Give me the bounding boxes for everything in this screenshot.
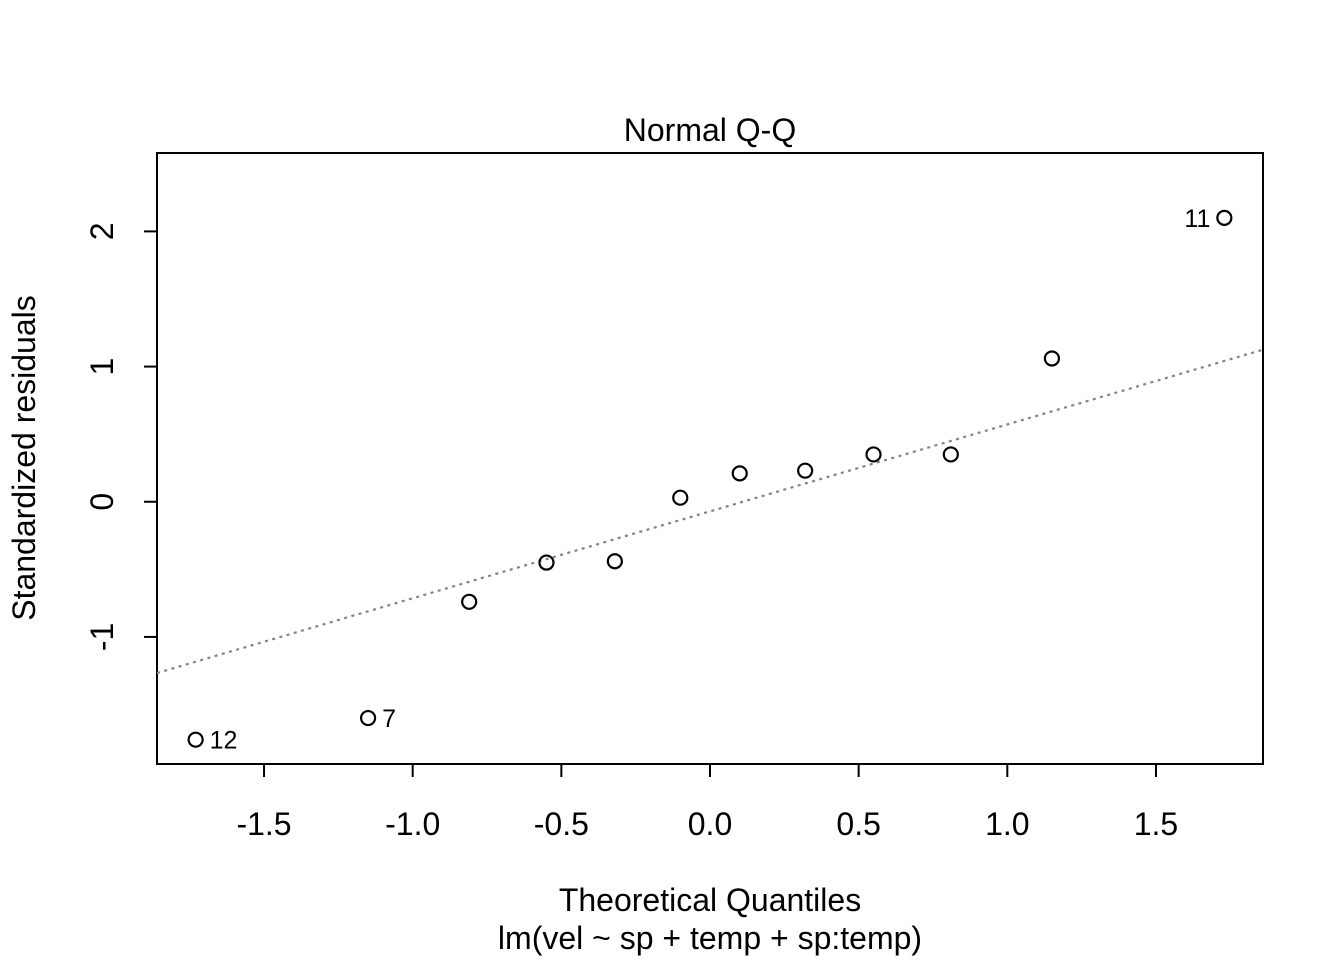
- qq-point: [942, 446, 959, 463]
- qq-point: [672, 489, 689, 506]
- x-tick-label: -0.5: [534, 806, 589, 842]
- y-tick-label: -1: [84, 623, 120, 651]
- point-id-label: 11: [1184, 205, 1210, 233]
- x-tick-label: 0.0: [688, 806, 732, 842]
- qq-point: [865, 446, 882, 463]
- x-tick-label: 0.5: [836, 806, 880, 842]
- data-points: [187, 209, 1233, 748]
- y-tick-label: 0: [84, 493, 120, 511]
- qq-reference-line: [156, 348, 1264, 675]
- qq-point: [1216, 209, 1233, 226]
- reference-line: [156, 348, 1264, 675]
- qq-point: [187, 731, 204, 748]
- point-id-labels: 12 7 11: [210, 205, 1211, 755]
- qq-point: [606, 553, 623, 570]
- x-tick-label: 1.5: [1134, 806, 1178, 842]
- plot-frame: [156, 152, 1264, 765]
- chart-title: Normal Q-Q: [624, 112, 796, 148]
- x-axis-sublabel: lm(vel ~ sp + temp + sp:temp): [498, 920, 922, 956]
- qq-point: [731, 465, 748, 482]
- x-tick-label: 1.0: [985, 806, 1029, 842]
- qq-point: [797, 462, 814, 479]
- qq-point: [1043, 350, 1061, 367]
- y-axis-ticks: -1 0 1 2: [84, 223, 157, 651]
- x-axis-label: Theoretical Quantiles: [559, 882, 861, 918]
- qq-point: [461, 593, 478, 610]
- qq-point: [538, 554, 555, 571]
- y-tick-label: 1: [84, 358, 120, 376]
- x-axis-ticks: -1.5 -1.0 -0.5 0.0 0.5 1.0 1.5: [236, 764, 1178, 842]
- point-id-label: 7: [382, 705, 396, 733]
- point-id-label: 12: [210, 727, 238, 755]
- qq-point: [359, 709, 377, 727]
- x-tick-label: -1.0: [385, 806, 440, 842]
- y-tick-label: 2: [84, 223, 120, 241]
- x-tick-label: -1.5: [236, 806, 291, 842]
- y-axis-label: Standardized residuals: [6, 295, 42, 621]
